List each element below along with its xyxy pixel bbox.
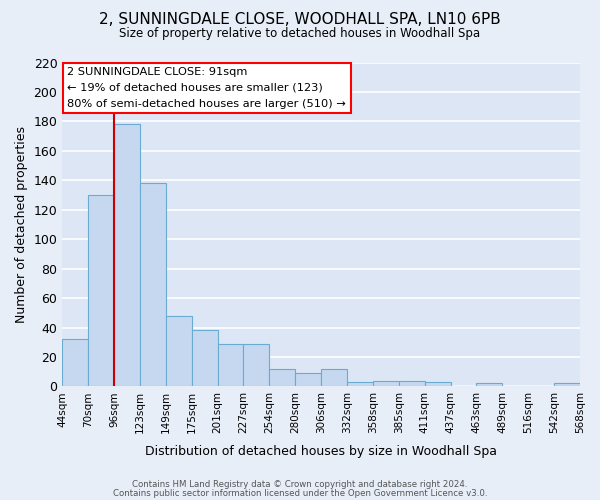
Bar: [62, 340, 88, 386]
Bar: [114, 124, 140, 386]
Bar: [269, 368, 295, 386]
Text: 2 SUNNINGDALE CLOSE: 91sqm
← 19% of detached houses are smaller (123)
80% of sem: 2 SUNNINGDALE CLOSE: 91sqm ← 19% of deta…: [67, 68, 346, 108]
Bar: [347, 382, 373, 386]
Text: Contains HM Land Registry data © Crown copyright and database right 2024.: Contains HM Land Registry data © Crown c…: [132, 480, 468, 489]
Text: Contains public sector information licensed under the Open Government Licence v3: Contains public sector information licen…: [113, 488, 487, 498]
Bar: [399, 380, 425, 386]
Bar: [476, 384, 502, 386]
Bar: [373, 380, 399, 386]
Y-axis label: Number of detached properties: Number of detached properties: [15, 126, 28, 323]
Bar: [425, 382, 451, 386]
Bar: [321, 368, 347, 386]
Bar: [140, 183, 166, 386]
Bar: [218, 344, 244, 386]
Bar: [244, 344, 269, 386]
Text: 2, SUNNINGDALE CLOSE, WOODHALL SPA, LN10 6PB: 2, SUNNINGDALE CLOSE, WOODHALL SPA, LN10…: [99, 12, 501, 28]
Bar: [295, 373, 321, 386]
Bar: [166, 316, 192, 386]
Bar: [192, 330, 218, 386]
X-axis label: Distribution of detached houses by size in Woodhall Spa: Distribution of detached houses by size …: [145, 444, 497, 458]
Bar: [554, 384, 580, 386]
Bar: [88, 195, 114, 386]
Text: Size of property relative to detached houses in Woodhall Spa: Size of property relative to detached ho…: [119, 28, 481, 40]
